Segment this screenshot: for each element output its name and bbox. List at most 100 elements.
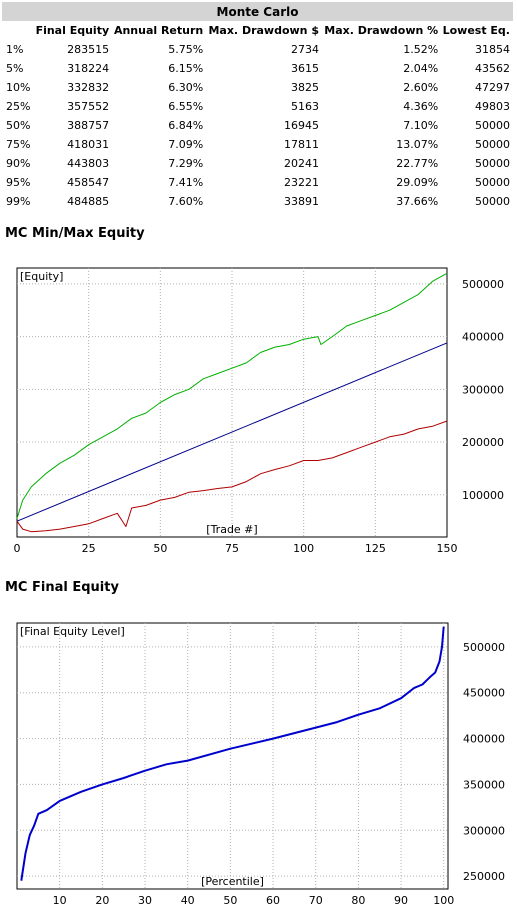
y-tick-label: 400000	[463, 733, 505, 746]
table-cell: 37.66%	[396, 195, 439, 208]
series-line	[16, 342, 448, 522]
x-tick-label: 100	[433, 894, 454, 907]
table-row: 90% 443803 7.29% 20241 22.77% 50000	[2, 154, 513, 173]
table-cell: 388757	[67, 119, 110, 132]
table-row: 99% 484885 7.60% 33891 37.66% 50000	[2, 192, 513, 211]
table-row: 1% 283515 5.75% 2734 1.52% 31854	[2, 40, 513, 59]
table-row: 50% 388757 6.84% 16945 7.10% 50000	[2, 116, 513, 135]
min-max-equity-chart: 0 25 50 75 100 125 150 100000 200000 300000 400000…	[14, 267, 504, 555]
table-cell: 90%	[6, 157, 31, 170]
table-cell: 4.36%	[403, 100, 439, 113]
table-cell: 443803	[67, 157, 110, 170]
series-line	[16, 272, 448, 519]
table-cell: 10%	[6, 81, 31, 94]
table-row: 95% 458547 7.41% 23221 29.09% 50000	[2, 173, 513, 192]
table-cell: 6.30%	[168, 81, 204, 94]
x-tick-label: 150	[437, 542, 458, 555]
y-axis-label: [Equity]	[20, 270, 63, 283]
table-cell: 25%	[6, 100, 31, 113]
series-line	[20, 626, 445, 881]
table-cell: 7.09%	[168, 138, 204, 151]
table-cell: 50000	[475, 138, 510, 151]
y-tick-label: 450000	[463, 687, 505, 700]
table-row: 75% 418031 7.09% 17811 13.07% 50000	[2, 135, 513, 154]
table-cell: 332832	[67, 81, 110, 94]
x-tick-label: 75	[225, 542, 239, 555]
y-tick-label: 250000	[463, 870, 505, 883]
table-cell: 29.09%	[396, 176, 439, 189]
table-cell: 3825	[291, 81, 319, 94]
table-cell: 43562	[475, 62, 510, 75]
table-cell: 1.52%	[403, 43, 439, 56]
table-cell: 7.41%	[168, 176, 204, 189]
x-tick-label: 10	[53, 894, 67, 907]
table-cell: 6.55%	[168, 100, 204, 113]
chart-title: MC Final Equity	[5, 580, 119, 595]
x-tick-label: 125	[365, 542, 386, 555]
table-cell: 3615	[291, 62, 319, 75]
table-cell: 49803	[475, 100, 510, 113]
table-row: 10% 332832 6.30% 3825 2.60% 47297	[2, 78, 513, 97]
table-cell: 17811	[284, 138, 319, 151]
x-tick-label: 25	[82, 542, 96, 555]
table-cell: 1%	[6, 43, 24, 56]
table-cell: 7.10%	[403, 119, 439, 132]
table-cell: 5163	[291, 100, 319, 113]
x-tick-label: 50	[153, 542, 167, 555]
table-cell: 50000	[475, 157, 510, 170]
table-row: 25% 357552 6.55% 5163 4.36% 49803	[2, 97, 513, 116]
table-cell: 99%	[6, 195, 31, 208]
table-cell: 2.60%	[403, 81, 439, 94]
table-cell: 7.60%	[168, 195, 204, 208]
x-tick-label: 80	[351, 894, 365, 907]
column-header: Max. Drawdown %	[324, 24, 439, 37]
x-tick-label: 40	[181, 894, 195, 907]
table-cell: 22.77%	[396, 157, 439, 170]
y-axis-label: [Final Equity Level]	[20, 625, 125, 638]
x-tick-label: 50	[223, 894, 237, 907]
table-cell: 33891	[284, 195, 319, 208]
plot-area	[16, 622, 449, 890]
y-tick-label: 500000	[463, 641, 505, 654]
x-tick-label: 0	[14, 542, 21, 555]
table-cell: 20241	[284, 157, 319, 170]
x-tick-label: 20	[95, 894, 109, 907]
table-cell: 50000	[475, 119, 510, 132]
y-tick-label: 500000	[462, 278, 504, 291]
x-axis-label: [Percentile]	[201, 875, 264, 888]
x-tick-label: 100	[293, 542, 314, 555]
column-header: Final Equity	[35, 24, 110, 37]
x-tick-label: 30	[138, 894, 152, 907]
table-cell: 5.75%	[168, 43, 204, 56]
table-cell: 458547	[67, 176, 110, 189]
table-cell: 16945	[284, 119, 319, 132]
plot-area	[16, 267, 448, 538]
table-cell: 418031	[67, 138, 110, 151]
table-title: Monte Carlo	[2, 2, 513, 21]
table-cell: 7.29%	[168, 157, 204, 170]
table-cell: 5%	[6, 62, 24, 75]
table-cell: 484885	[67, 195, 110, 208]
table-header-row: Final Equity Annual Return Max. Drawdown…	[2, 21, 513, 40]
y-tick-label: 400000	[462, 331, 504, 344]
column-header: Max. Drawdown $	[208, 24, 319, 37]
series-line	[16, 420, 448, 533]
table-cell: 47297	[475, 81, 510, 94]
table-cell: 13.07%	[396, 138, 439, 151]
table-cell: 6.84%	[168, 119, 204, 132]
table-cell: 2734	[291, 43, 319, 56]
table-cell: 6.15%	[168, 62, 204, 75]
table-cell: 318224	[67, 62, 110, 75]
table-cell: 75%	[6, 138, 31, 151]
column-header: Lowest Eq.	[442, 24, 510, 37]
table-cell: 357552	[67, 100, 110, 113]
column-header	[2, 21, 34, 40]
table-cell: 95%	[6, 176, 31, 189]
y-tick-label: 300000	[463, 824, 505, 837]
final-equity-chart: 10 20 30 40 50 60 70 80 90 100 250000 300000 350000 4…	[16, 622, 505, 907]
y-tick-label: 300000	[462, 383, 504, 396]
table-row: 5% 318224 6.15% 3615 2.04% 43562	[2, 59, 513, 78]
table-cell: 23221	[284, 176, 319, 189]
y-tick-label: 100000	[462, 489, 504, 502]
x-tick-label: 60	[266, 894, 280, 907]
